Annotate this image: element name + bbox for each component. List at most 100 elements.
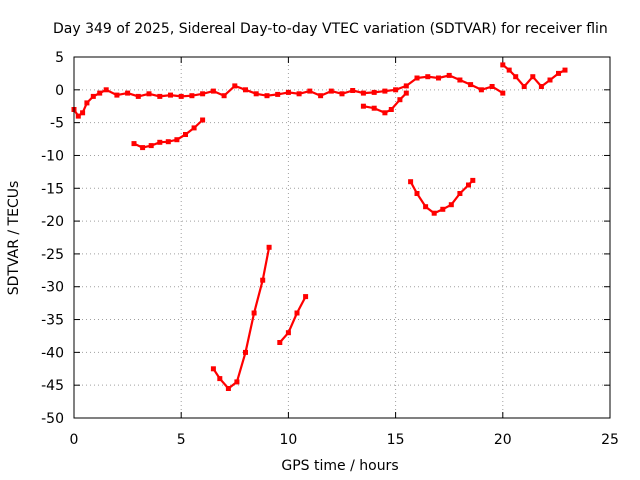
y-tick-label: -50 xyxy=(41,411,64,427)
y-tick-label: 0 xyxy=(55,83,64,99)
data-point xyxy=(500,90,506,96)
data-point xyxy=(457,77,463,83)
data-point xyxy=(556,70,561,76)
data-series xyxy=(71,62,568,391)
data-point xyxy=(165,139,171,145)
data-point xyxy=(135,93,141,99)
data-point xyxy=(285,330,291,336)
series-trace xyxy=(131,117,206,151)
series-trace xyxy=(277,294,309,345)
data-point xyxy=(547,77,553,83)
data-point xyxy=(131,141,137,147)
series-trace xyxy=(408,177,476,216)
data-point xyxy=(260,277,266,283)
y-tick-labels: 5 0 -5 -10 -15 -20 -25 -30 -35 -40 -45 -50 xyxy=(41,50,64,427)
y-tick-label: -5 xyxy=(50,116,64,132)
data-point xyxy=(478,87,484,93)
data-point xyxy=(425,74,431,80)
data-point xyxy=(371,105,377,111)
data-point xyxy=(75,113,81,119)
data-point xyxy=(168,92,173,98)
x-axis-label: GPS time / hours xyxy=(281,458,398,474)
data-point xyxy=(448,202,454,208)
grid xyxy=(74,57,610,418)
series-line xyxy=(212,246,271,390)
data-point xyxy=(200,117,206,123)
data-point xyxy=(157,139,163,145)
series-trace xyxy=(71,72,506,119)
data-point xyxy=(210,88,216,94)
data-point xyxy=(470,177,476,183)
data-point xyxy=(371,89,377,95)
data-point xyxy=(80,110,86,116)
data-point xyxy=(414,75,420,81)
plot-frame xyxy=(73,56,611,419)
data-point xyxy=(431,210,437,216)
data-point xyxy=(189,93,195,99)
data-point xyxy=(408,179,414,185)
data-point xyxy=(489,84,495,89)
data-point xyxy=(403,83,409,89)
data-point xyxy=(210,366,216,372)
series-trace xyxy=(500,62,568,89)
data-point xyxy=(360,103,366,109)
y-tick-label: -35 xyxy=(41,313,64,329)
data-point xyxy=(178,93,184,99)
x-tick-label: 20 xyxy=(494,432,512,448)
data-point xyxy=(468,82,474,88)
data-point xyxy=(266,244,272,250)
data-point xyxy=(243,349,248,355)
data-point xyxy=(350,88,356,93)
data-point xyxy=(436,75,441,81)
y-tick-label: -20 xyxy=(41,214,64,230)
data-point xyxy=(303,294,309,300)
data-point xyxy=(307,88,313,94)
series-trace xyxy=(210,244,272,391)
data-point xyxy=(275,91,281,97)
data-point xyxy=(253,91,259,97)
series-line xyxy=(278,295,307,344)
data-point xyxy=(414,191,420,196)
data-point xyxy=(328,88,334,94)
data-point xyxy=(318,93,324,99)
chart-title: Day 349 of 2025, Sidereal Day-to-day VTE… xyxy=(53,21,608,37)
data-point xyxy=(148,143,154,149)
data-point xyxy=(440,206,446,212)
data-point xyxy=(423,204,429,210)
data-point xyxy=(403,90,409,96)
data-point xyxy=(521,84,527,89)
data-point xyxy=(538,84,544,89)
y-tick-label: -45 xyxy=(41,378,64,394)
data-point xyxy=(183,132,188,137)
data-point xyxy=(243,87,248,93)
data-point xyxy=(191,125,197,131)
data-point xyxy=(466,182,471,188)
data-point xyxy=(90,93,96,99)
data-point xyxy=(84,100,90,106)
data-point xyxy=(393,87,399,93)
data-point xyxy=(562,67,568,73)
data-point xyxy=(234,379,240,385)
data-point xyxy=(446,72,452,78)
x-tick-label: 15 xyxy=(387,432,405,448)
data-point xyxy=(388,107,394,112)
data-point xyxy=(506,67,512,73)
data-point xyxy=(530,74,536,80)
data-point xyxy=(174,137,180,143)
x-tick-label: 0 xyxy=(70,432,79,448)
data-point xyxy=(339,91,345,97)
x-tick-label: 5 xyxy=(177,432,186,448)
data-point xyxy=(221,93,227,99)
y-tick-label: -30 xyxy=(41,280,64,296)
y-tick-label: -40 xyxy=(41,345,64,361)
data-point xyxy=(200,91,206,97)
axis-ticks xyxy=(73,56,611,419)
data-point xyxy=(382,88,388,94)
data-point xyxy=(217,376,223,382)
data-point xyxy=(397,97,403,103)
data-point xyxy=(277,340,283,345)
data-point xyxy=(97,90,103,96)
y-tick-label: 5 xyxy=(55,50,64,66)
data-point xyxy=(232,83,238,89)
